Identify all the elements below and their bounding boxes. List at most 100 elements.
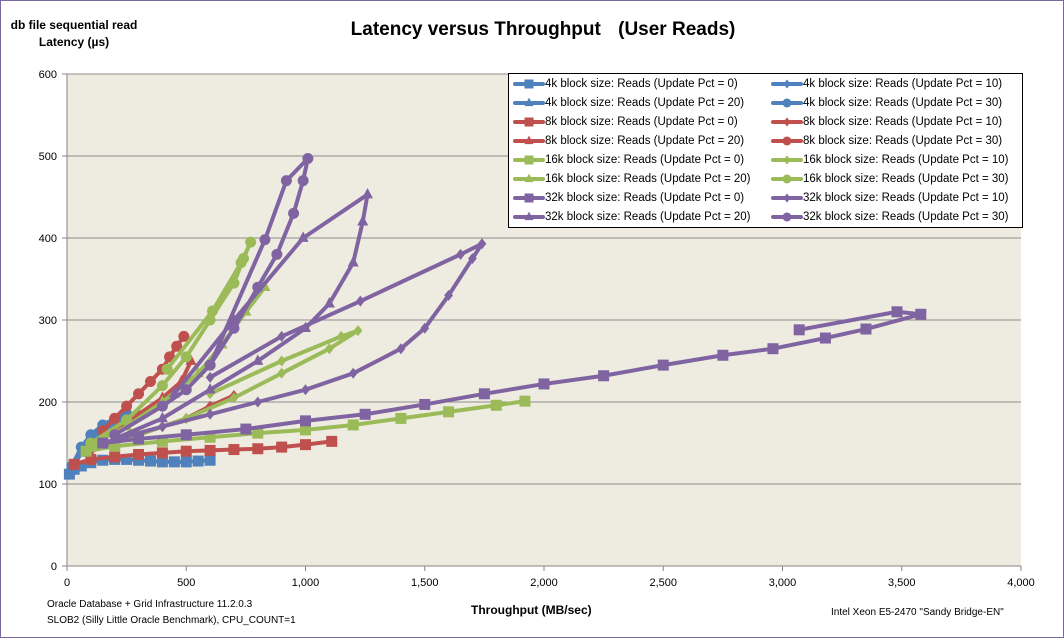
data-point-square [419, 398, 431, 410]
data-point-square [326, 435, 338, 447]
legend-label: 4k block size: Reads (Update Pct = 10) [803, 78, 1003, 90]
x-tick-label: 1,000 [292, 577, 320, 589]
data-point-square [819, 332, 831, 344]
legend: 4k block size: Reads (Update Pct = 0) 4k … [508, 73, 1023, 228]
legend-item: 16k block size: Reads (Update Pct = 10) [771, 151, 1009, 170]
series-9 [80, 395, 531, 457]
data-point-circle [133, 388, 145, 400]
data-point-triangle [323, 297, 335, 308]
y-axis-title-line2: Latency (µs) [38, 35, 110, 49]
data-point-triangle [204, 383, 216, 394]
data-point-diamond [277, 355, 287, 367]
data-point-diamond [301, 384, 310, 396]
legend-label: 4k block size: Reads (Update Pct = 20) [545, 97, 745, 109]
legend-item: 4k block size: Reads (Update Pct = 20) [513, 94, 744, 113]
legend-marker-triangle-icon [524, 173, 534, 183]
legend-marker-diamond-icon [783, 193, 791, 203]
legend-label: 32k block size: Reads (Update Pct = 30) [803, 211, 1009, 223]
data-point-triangle [252, 354, 264, 365]
y-axis-title: db file sequential read Latency (µs) [9, 17, 139, 51]
y-tick-label: 400 [39, 233, 57, 245]
y-axis-title-line1: db file sequential read [10, 18, 138, 32]
data-point-diamond [353, 325, 363, 337]
data-point-square [252, 427, 264, 439]
data-point-diamond [468, 253, 477, 264]
data-point-circle [302, 152, 314, 164]
series-16 [109, 152, 314, 441]
footer-right: Intel Xeon E5-2470 "Sandy Bridge-EN" [831, 607, 1004, 618]
data-point-diamond [158, 421, 167, 433]
data-point-circle [178, 330, 190, 342]
data-point-circle [245, 236, 257, 248]
x-tick-label: 3,500 [888, 577, 916, 589]
data-point-circle [156, 380, 168, 392]
y-tick-label: 0 [51, 561, 57, 573]
chart-title-main: Latency versus Throughput [350, 19, 601, 40]
data-point-square [68, 458, 80, 470]
legend-label: 8k block size: Reads (Update Pct = 10) [803, 116, 1003, 128]
series-13 [97, 306, 927, 449]
legend-label: 8k block size: Reads (Update Pct = 30) [803, 135, 1003, 147]
data-point-square [156, 447, 168, 459]
data-point-circle [161, 363, 173, 375]
legend-swatch [771, 117, 803, 127]
data-point-diamond [355, 295, 365, 307]
data-point-square [395, 412, 407, 424]
legend-marker-circle-icon [782, 212, 792, 222]
data-point-square [657, 359, 669, 371]
data-point-square [793, 324, 805, 336]
legend-swatch [513, 97, 545, 107]
legend-marker-square-icon [524, 193, 534, 203]
legend-marker-square-icon [524, 155, 534, 165]
legend-marker-diamond-icon [783, 79, 791, 89]
data-point-circle [85, 429, 97, 441]
legend-label: 32k block size: Reads (Update Pct = 10) [803, 192, 1009, 204]
legend-marker-diamond-icon [783, 117, 791, 127]
data-point-square [156, 456, 168, 468]
legend-item: 32k block size: Reads (Update Pct = 30) [771, 208, 1009, 227]
data-point-circle [252, 281, 264, 293]
data-point-square [204, 431, 216, 443]
legend-item: 8k block size: Reads (Update Pct = 30) [771, 132, 1002, 151]
data-point-circle [271, 248, 283, 260]
series-14 [98, 238, 487, 449]
data-point-diamond [396, 343, 406, 355]
data-point-square [717, 349, 729, 361]
data-point-circle [297, 175, 309, 187]
data-point-circle [109, 412, 121, 424]
data-point-circle [259, 234, 271, 246]
data-point-square [144, 455, 156, 467]
data-point-circle [288, 207, 300, 219]
legend-swatch [771, 98, 803, 108]
data-point-triangle [297, 231, 309, 242]
data-point-diamond [205, 371, 215, 383]
data-point-diamond [205, 408, 215, 420]
legend-swatch [771, 136, 803, 146]
data-point-square [133, 433, 145, 445]
data-point-diamond [98, 437, 108, 449]
data-point-square [204, 454, 216, 466]
legend-swatch [771, 79, 803, 89]
data-point-square [180, 445, 192, 457]
legend-item: 4k block size: Reads (Update Pct = 30) [771, 94, 1002, 113]
data-point-circle [144, 376, 156, 387]
data-point-diamond [277, 330, 287, 342]
legend-swatch [513, 193, 545, 203]
legend-marker-square-icon [524, 79, 534, 89]
legend-marker-square-icon [524, 117, 534, 127]
legend-label: 4k block size: Reads (Update Pct = 30) [803, 97, 1003, 109]
legend-label: 8k block size: Reads (Update Pct = 20) [545, 135, 745, 147]
legend-swatch [513, 211, 545, 221]
data-point-circle [280, 175, 292, 187]
chart-title: Latency versus Throughput (User Reads) [1, 19, 1063, 41]
y-tick-label: 600 [39, 69, 57, 81]
x-tick-label: 2,500 [649, 577, 677, 589]
legend-marker-triangle-icon [524, 211, 534, 221]
legend-item: 32k block size: Reads (Update Pct = 20) [513, 208, 751, 227]
data-point-triangle [362, 187, 374, 199]
legend-marker-triangle-icon [524, 97, 534, 107]
legend-swatch [513, 173, 545, 183]
data-point-diamond [336, 330, 346, 342]
data-point-square [180, 429, 192, 441]
